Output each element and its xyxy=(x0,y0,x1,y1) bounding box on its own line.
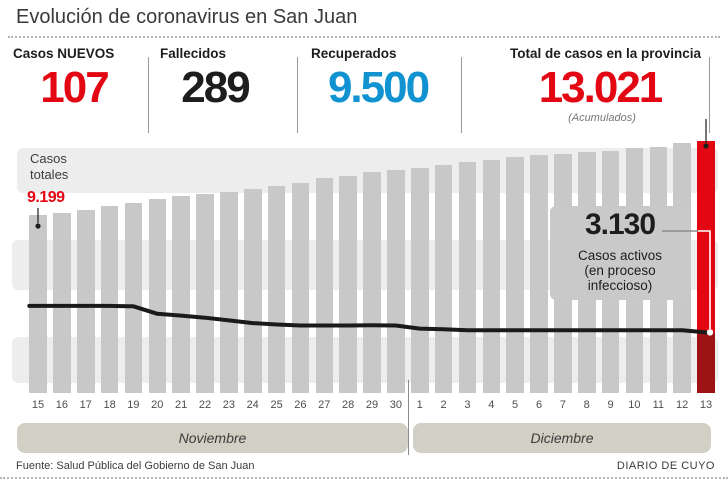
bar xyxy=(434,164,453,393)
stat-value-total-provincia: 13.021 xyxy=(538,63,664,112)
stat-value-recuperados: 9.500 xyxy=(327,63,430,112)
bar xyxy=(482,159,500,393)
bar xyxy=(458,162,477,393)
x-tick-label: 1 xyxy=(416,399,423,411)
x-tick-label: 18 xyxy=(103,399,116,411)
activos-connector-white xyxy=(698,230,711,330)
x-tick-label: 24 xyxy=(246,399,259,411)
bar xyxy=(220,192,238,393)
bar-highlight xyxy=(697,332,715,393)
bar xyxy=(530,155,548,393)
x-tick-label: 4 xyxy=(488,399,495,411)
month-label: Noviembre xyxy=(178,430,247,446)
stat-label-casos-nuevos: Casos NUEVOS xyxy=(13,46,115,61)
leader-dot-totales xyxy=(35,223,41,229)
bar xyxy=(506,157,524,393)
bar xyxy=(315,178,333,393)
x-tick-label: 11 xyxy=(652,399,664,411)
activos-connector-dot xyxy=(706,329,714,336)
x-tick-label: 30 xyxy=(389,399,403,411)
dotted-divider-bottom xyxy=(0,477,728,479)
bar xyxy=(196,194,214,393)
activos-callout-caption: Casos activos (en proceso infeccioso) xyxy=(577,248,663,293)
bar xyxy=(267,186,286,393)
activos-callout-value: 3.130 xyxy=(584,208,656,241)
bar xyxy=(53,212,71,393)
x-tick-label: 6 xyxy=(535,399,543,411)
x-tick-label: 8 xyxy=(583,399,590,411)
month-band-noviembre: Noviembre xyxy=(17,423,408,453)
x-tick-label: 2 xyxy=(440,399,447,411)
stat-label-recuperados: Recuperados xyxy=(311,46,397,61)
month-label: Diciembre xyxy=(530,430,594,446)
x-tick-label: 29 xyxy=(365,399,379,411)
bar xyxy=(148,199,166,393)
leader-dot-total-provincia xyxy=(703,143,709,149)
x-tick-label: 22 xyxy=(198,399,212,411)
bar xyxy=(291,182,310,393)
x-tick-label: 23 xyxy=(222,399,236,411)
stat-label-total-provincia: Total de casos en la provincia xyxy=(510,46,702,61)
x-tick-label: 12 xyxy=(675,399,689,411)
stat-note-acumulados: (Acumulados) xyxy=(568,112,636,124)
bar xyxy=(124,202,143,393)
x-tick-label: 17 xyxy=(79,399,92,411)
dotted-divider-top xyxy=(8,36,720,38)
bar xyxy=(100,206,119,393)
x-tick-label: 27 xyxy=(318,399,331,411)
x-tick-label: 7 xyxy=(559,399,566,411)
x-tick-label: 28 xyxy=(341,399,355,411)
totales-callout-label: Casos totales xyxy=(30,151,69,182)
bar xyxy=(172,196,190,393)
bar xyxy=(411,167,429,393)
x-tick-label: 13 xyxy=(699,399,713,411)
x-tick-label: 21 xyxy=(174,399,188,411)
stat-value-casos-nuevos: 107 xyxy=(40,63,109,112)
credit: DIARIO DE CUYO xyxy=(616,460,715,472)
source-note: Fuente: Salud Pública del Gobierno de Sa… xyxy=(16,460,255,472)
x-tick-label: 3 xyxy=(464,399,471,411)
x-tick-label: 20 xyxy=(151,399,164,411)
bar xyxy=(363,172,381,393)
x-tick-label: 26 xyxy=(294,399,307,411)
stat-label-fallecidos: Fallecidos xyxy=(160,46,227,61)
stat-divider xyxy=(148,57,149,133)
stat-divider xyxy=(461,57,462,133)
month-band-diciembre: Diciembre xyxy=(413,423,711,453)
stat-divider xyxy=(709,57,710,133)
x-tick-label: 9 xyxy=(607,399,614,411)
totales-callout-value: 9.199 xyxy=(27,189,65,206)
bar xyxy=(387,169,405,393)
bar xyxy=(339,175,357,393)
page-title: Evolución de coronavirus en San Juan xyxy=(16,6,358,28)
stat-value-fallecidos: 289 xyxy=(181,63,250,112)
activos-callout-panel xyxy=(550,206,690,300)
month-divider-line xyxy=(408,380,409,455)
x-tick-label: 16 xyxy=(55,399,69,411)
x-tick-label: 10 xyxy=(628,399,641,411)
x-tick-label: 19 xyxy=(127,399,140,411)
active-cases-line xyxy=(27,303,708,335)
x-tick-label: 25 xyxy=(270,399,283,411)
bar xyxy=(77,209,95,393)
x-tick-label: 15 xyxy=(31,399,45,411)
stat-divider xyxy=(297,57,298,133)
bar xyxy=(244,189,262,393)
x-tick-label: 5 xyxy=(512,399,519,411)
